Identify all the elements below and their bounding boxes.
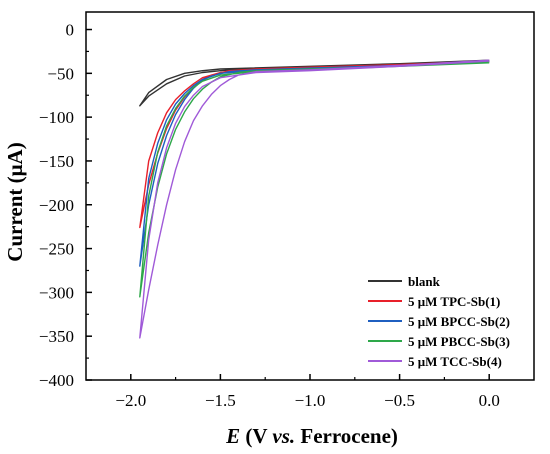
legend-label: 5 μM TPC-Sb(1): [408, 294, 500, 309]
series-lines: [139, 59, 490, 339]
x-axis-title-vs: vs.: [272, 424, 295, 448]
legend-label: 5 μM PBCC-Sb(3): [408, 334, 510, 349]
y-tick-label: −200: [39, 196, 74, 215]
y-tick-label: −100: [39, 108, 74, 127]
x-tick-label: −1.5: [205, 391, 236, 410]
plot-frame: [85, 11, 535, 381]
y-tick-label: 0: [66, 21, 75, 40]
y-tick-label: −50: [47, 64, 74, 83]
series-line-4: [139, 61, 490, 298]
legend: blank 5 μM TPC-Sb(1) 5 μM BPCC-Sb(2) 5 μM P…: [368, 274, 510, 369]
series-line-1: [139, 59, 490, 107]
x-axis-title: E (V vs. Ferrocene): [225, 424, 398, 448]
legend-label: 5 μM TCC-Sb(4): [408, 354, 502, 369]
y-tick-label: −250: [39, 240, 74, 259]
x-tick-label: −0.5: [384, 391, 415, 410]
y-tick-label: −350: [39, 327, 74, 346]
x-axis-title-reference: Ferrocene): [295, 424, 398, 448]
x-axis-title-variable: E: [225, 424, 240, 448]
y-tick-label: −300: [39, 283, 74, 302]
x-tick-label: −2.0: [115, 391, 146, 410]
x-tick-label: 0.0: [479, 391, 500, 410]
legend-label: blank: [408, 274, 441, 289]
series-line-3: [139, 60, 490, 267]
x-tick-label: −1.0: [295, 391, 326, 410]
series-line-5: [139, 59, 490, 339]
axis-ticks: −2.0 −1.5 −1.0 −0.5 0.0 0 −50 −100 −150 −200 −250 −…: [39, 21, 500, 410]
legend-label: 5 μM BPCC-Sb(2): [408, 314, 510, 329]
x-axis-title-unit: (V: [240, 424, 272, 448]
series-line-2: [139, 60, 490, 229]
y-tick-label: −400: [39, 371, 74, 390]
y-tick-label: −150: [39, 152, 74, 171]
y-axis-title: Current (μA): [3, 142, 27, 261]
